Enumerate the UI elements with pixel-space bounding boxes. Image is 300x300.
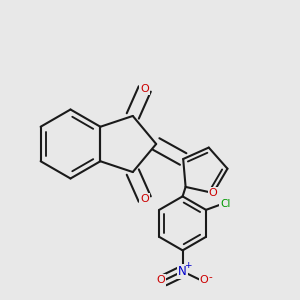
Text: -: - <box>209 272 213 282</box>
Text: +: + <box>184 262 192 271</box>
Text: O: O <box>200 275 208 285</box>
Text: O: O <box>209 188 218 198</box>
Text: O: O <box>140 84 149 94</box>
Text: N: N <box>178 265 187 278</box>
Text: O: O <box>140 194 149 204</box>
Text: Cl: Cl <box>220 199 231 209</box>
Text: O: O <box>157 275 165 285</box>
